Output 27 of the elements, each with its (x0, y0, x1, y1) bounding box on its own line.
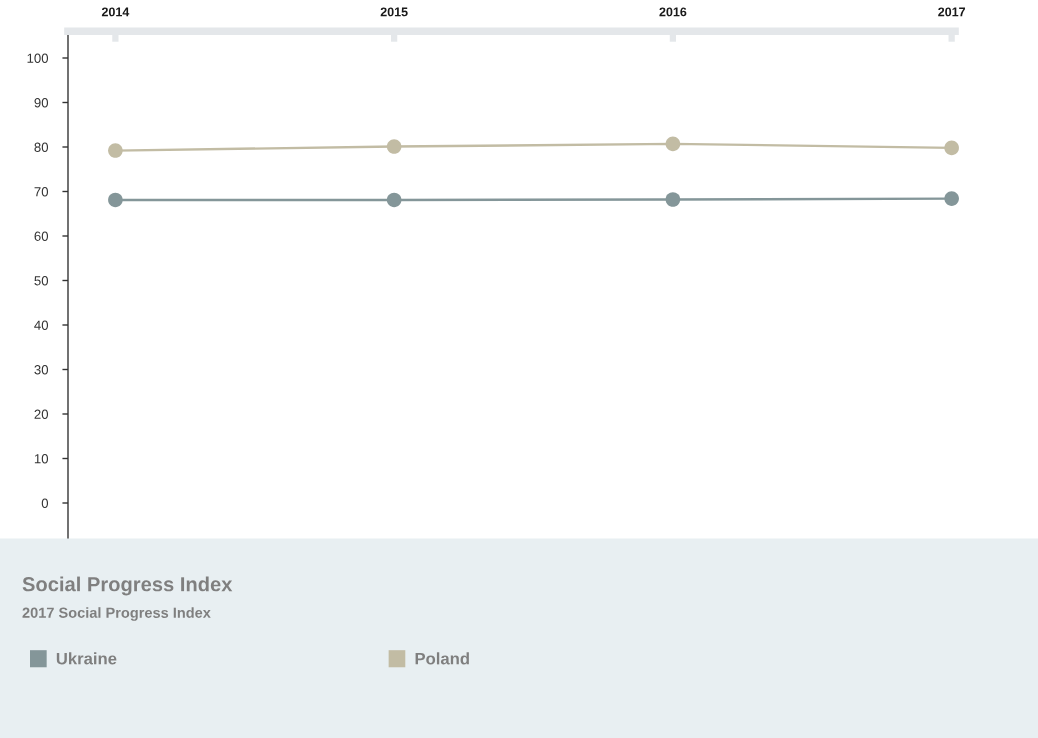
y-tick-label: 60 (34, 231, 49, 241)
y-tick-label: 0 (41, 498, 49, 508)
x-tick-label: 2015 (380, 7, 408, 17)
y-tick-label: 70 (34, 187, 49, 197)
point (386, 192, 402, 208)
x-tick-label: 2017 (938, 7, 966, 17)
text: Social Progress Index (22, 576, 233, 596)
y-tick-label: 90 (34, 98, 49, 108)
point (665, 136, 681, 152)
y-tick-label: 50 (34, 276, 49, 286)
legend-label: Poland (415, 652, 469, 665)
point (665, 192, 681, 207)
y-tick-label: 30 (34, 365, 49, 375)
point (944, 140, 959, 156)
x-tick-label: 2014 (101, 7, 130, 17)
y-tick-label: 40 (34, 320, 49, 330)
point (386, 139, 402, 154)
y-tick-label: 10 (34, 454, 49, 464)
x-tick-label: 2016 (659, 7, 687, 17)
y-tick-label: 100 (27, 53, 49, 63)
text: 2017 Social Progress Index (22, 607, 211, 621)
y-tick-label: 80 (34, 142, 49, 152)
y-tick-label: 20 (34, 409, 49, 419)
point (108, 143, 123, 158)
point (944, 191, 959, 206)
legend-label: Ukraine (56, 652, 117, 665)
point (108, 192, 123, 208)
